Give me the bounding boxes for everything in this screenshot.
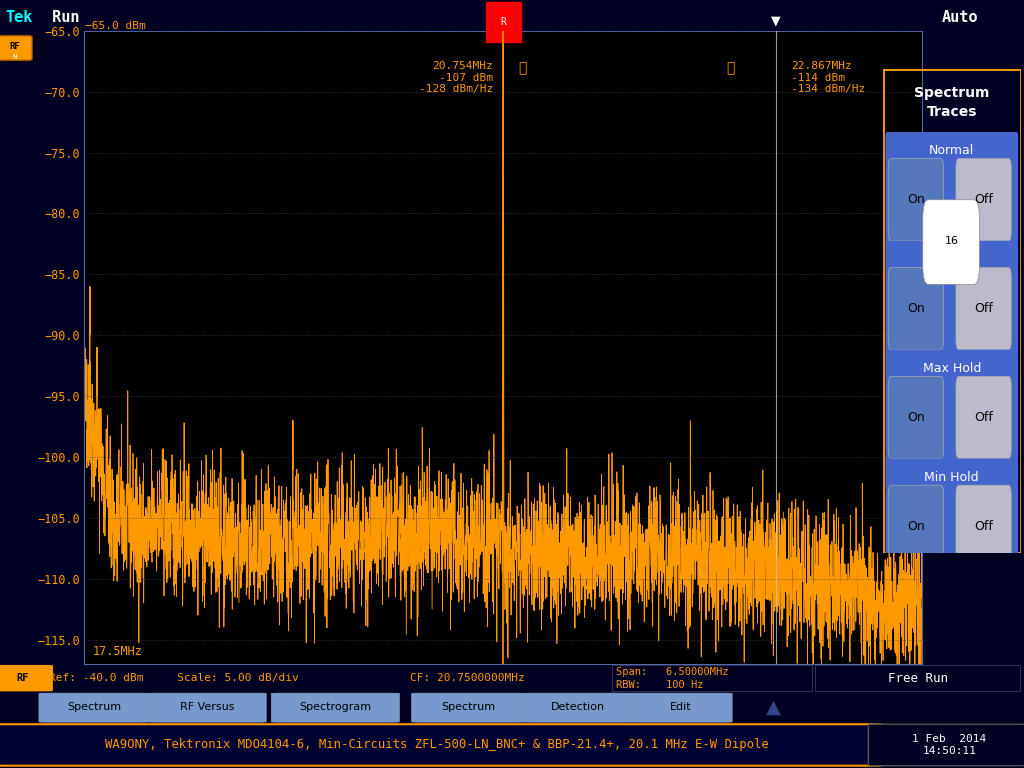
Text: 20.754MHz
-107 dBm
-128 dBm/Hz: 20.754MHz -107 dBm -128 dBm/Hz: [419, 61, 493, 94]
FancyBboxPatch shape: [956, 267, 1012, 349]
Text: Tek: Tek: [5, 10, 33, 25]
Text: Max Hold: Max Hold: [923, 362, 981, 375]
FancyBboxPatch shape: [0, 36, 32, 60]
Text: Spectrum: Spectrum: [68, 702, 121, 713]
Text: Off: Off: [974, 520, 993, 533]
Text: Off: Off: [974, 411, 993, 424]
FancyBboxPatch shape: [956, 376, 1012, 458]
Text: Spectrum: Spectrum: [441, 702, 495, 713]
Text: Detection: Detection: [551, 702, 604, 713]
FancyBboxPatch shape: [612, 665, 812, 691]
FancyBboxPatch shape: [412, 694, 524, 722]
FancyBboxPatch shape: [886, 241, 1018, 355]
Text: Ref: -40.0 dBm     Scale: 5.00 dB/div: Ref: -40.0 dBm Scale: 5.00 dB/div: [49, 673, 299, 684]
Text: On: On: [907, 520, 925, 533]
FancyBboxPatch shape: [0, 666, 52, 690]
Text: Off: Off: [974, 194, 993, 207]
Text: RF: RF: [9, 42, 20, 51]
Text: On: On: [907, 194, 925, 207]
FancyBboxPatch shape: [0, 724, 882, 766]
Text: Spectrum: Spectrum: [914, 86, 989, 100]
Text: On: On: [907, 302, 925, 315]
Text: ▲: ▲: [766, 698, 780, 717]
FancyBboxPatch shape: [39, 694, 150, 722]
FancyBboxPatch shape: [886, 458, 1018, 572]
FancyBboxPatch shape: [888, 485, 943, 568]
FancyBboxPatch shape: [886, 132, 1018, 246]
FancyBboxPatch shape: [630, 694, 732, 722]
Text: Free Run: Free Run: [888, 672, 947, 684]
FancyBboxPatch shape: [888, 267, 943, 349]
Text: ⓐ: ⓐ: [519, 61, 527, 75]
Text: Edit: Edit: [670, 702, 692, 713]
Text: Normal: Normal: [929, 144, 975, 157]
FancyBboxPatch shape: [522, 694, 633, 722]
Text: 16: 16: [945, 237, 958, 247]
FancyBboxPatch shape: [886, 349, 1018, 463]
Text: Span:   6.50000MHz: Span: 6.50000MHz: [616, 667, 729, 677]
Text: WA9ONY, Tektronix MDO4104-6, Min-Circuits ZFL-500-LN_BNC+ & BBP-21.4+, 20.1 MHz : WA9ONY, Tektronix MDO4104-6, Min-Circuit…: [105, 739, 769, 751]
FancyBboxPatch shape: [923, 200, 979, 284]
FancyBboxPatch shape: [956, 485, 1012, 568]
Text: N: N: [13, 55, 17, 61]
Text: R: R: [501, 17, 506, 27]
Text: RF: RF: [16, 673, 29, 684]
Text: Average: Average: [926, 253, 978, 266]
Text: Traces: Traces: [927, 105, 977, 119]
FancyBboxPatch shape: [956, 159, 1012, 241]
FancyBboxPatch shape: [815, 665, 1020, 691]
Text: 22.867MHz
-114 dBm
-134 dBm/Hz: 22.867MHz -114 dBm -134 dBm/Hz: [792, 61, 865, 94]
FancyBboxPatch shape: [271, 694, 399, 722]
FancyBboxPatch shape: [888, 159, 943, 241]
Text: Run: Run: [43, 10, 80, 25]
Text: 1 Feb  2014
14:50:11: 1 Feb 2014 14:50:11: [912, 734, 986, 756]
Text: −65.0 dBm: −65.0 dBm: [85, 21, 145, 31]
FancyBboxPatch shape: [888, 376, 943, 458]
Text: Spectrogram: Spectrogram: [299, 702, 372, 713]
Text: On: On: [907, 411, 925, 424]
Text: ⓑ: ⓑ: [726, 61, 734, 75]
FancyBboxPatch shape: [868, 724, 1024, 766]
Text: RBW:    100 Hz: RBW: 100 Hz: [616, 680, 703, 690]
Text: Min Hold: Min Hold: [925, 471, 979, 484]
Text: CF: 20.7500000MHz: CF: 20.7500000MHz: [410, 673, 524, 684]
FancyBboxPatch shape: [148, 694, 266, 722]
Text: Auto: Auto: [942, 10, 979, 25]
Text: 17.5MHz: 17.5MHz: [92, 645, 142, 658]
Text: Off: Off: [974, 302, 993, 315]
Text: ▼: ▼: [771, 14, 780, 27]
Text: RF Versus: RF Versus: [180, 702, 234, 713]
